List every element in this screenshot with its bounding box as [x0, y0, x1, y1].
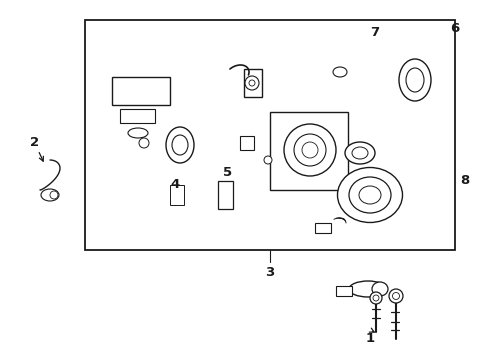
- Text: 2: 2: [30, 135, 40, 148]
- Bar: [244, 69, 262, 97]
- Circle shape: [373, 295, 379, 301]
- Circle shape: [294, 134, 326, 166]
- Bar: [170, 185, 184, 205]
- Circle shape: [365, 171, 375, 181]
- Text: 6: 6: [450, 22, 460, 35]
- Circle shape: [302, 142, 318, 158]
- Ellipse shape: [333, 67, 347, 77]
- Bar: [315, 223, 331, 233]
- Bar: [120, 109, 155, 123]
- Bar: [85, 20, 455, 250]
- Ellipse shape: [349, 281, 387, 297]
- Ellipse shape: [166, 127, 194, 163]
- Ellipse shape: [372, 282, 388, 296]
- Ellipse shape: [345, 142, 375, 164]
- Ellipse shape: [338, 167, 402, 222]
- Circle shape: [139, 138, 149, 148]
- Ellipse shape: [406, 68, 424, 92]
- Circle shape: [389, 289, 403, 303]
- Text: 8: 8: [461, 174, 469, 186]
- Text: 7: 7: [370, 26, 380, 39]
- Circle shape: [249, 80, 255, 86]
- Bar: [112, 77, 170, 105]
- Ellipse shape: [172, 135, 188, 155]
- Circle shape: [284, 124, 336, 176]
- Circle shape: [370, 292, 382, 304]
- Text: 5: 5: [223, 166, 233, 179]
- Ellipse shape: [359, 186, 381, 204]
- Bar: [270, 112, 348, 190]
- Bar: [218, 181, 233, 209]
- Circle shape: [50, 191, 58, 199]
- Circle shape: [245, 76, 259, 90]
- Text: 4: 4: [171, 179, 180, 192]
- Bar: [336, 286, 352, 296]
- Text: 3: 3: [266, 266, 274, 279]
- Ellipse shape: [41, 189, 59, 201]
- Ellipse shape: [349, 177, 391, 213]
- Ellipse shape: [128, 128, 148, 138]
- Ellipse shape: [352, 147, 368, 159]
- Circle shape: [264, 156, 272, 164]
- Ellipse shape: [399, 59, 431, 101]
- Circle shape: [392, 292, 399, 300]
- Text: 1: 1: [366, 332, 374, 345]
- Bar: [240, 136, 254, 150]
